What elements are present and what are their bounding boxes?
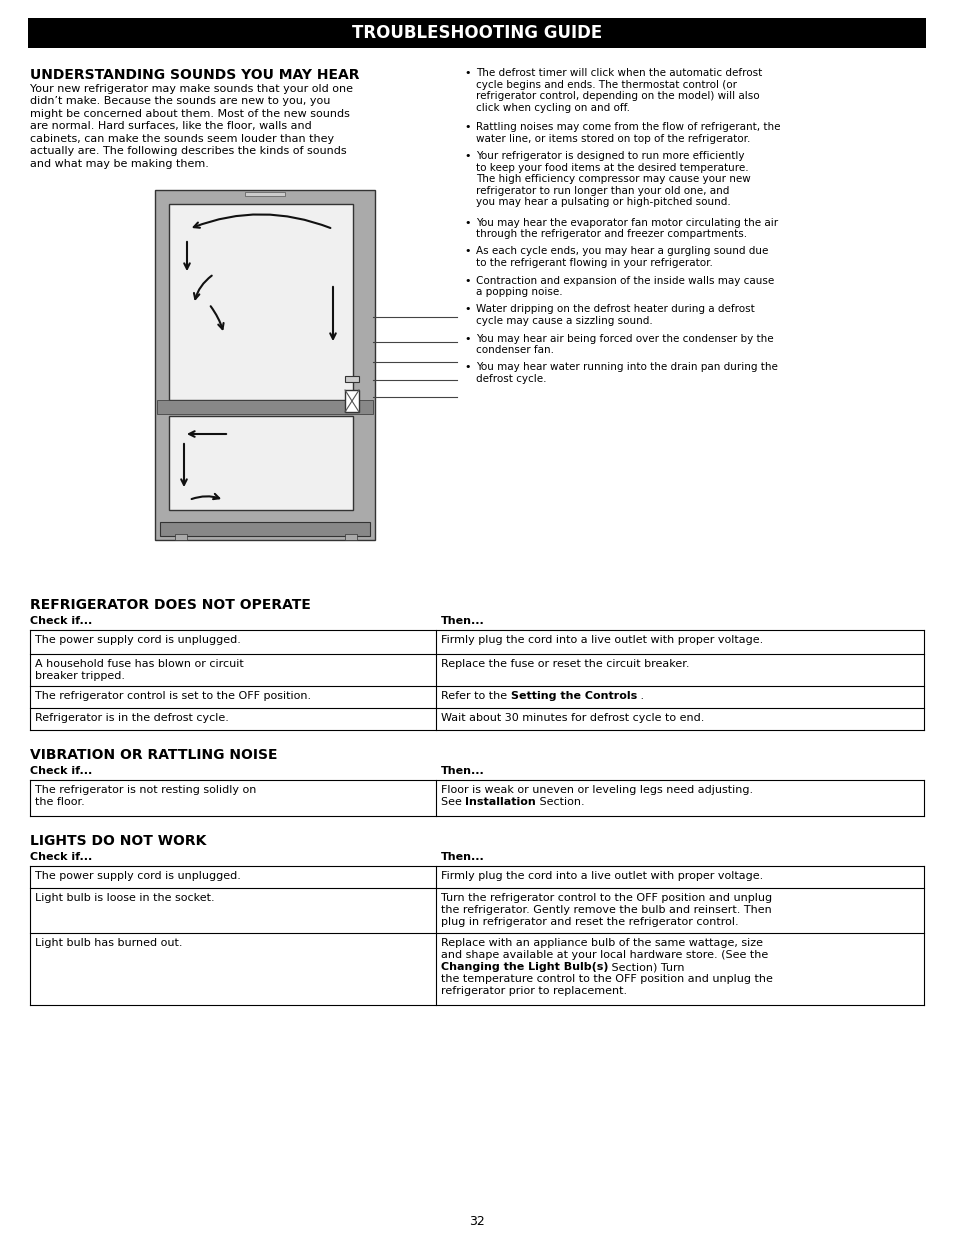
Bar <box>245 191 285 196</box>
Text: might be concerned about them. Most of the new sounds: might be concerned about them. Most of t… <box>30 109 350 119</box>
Text: Water dripping on the defrost heater during a defrost
cycle may cause a sizzling: Water dripping on the defrost heater dur… <box>476 305 754 326</box>
Text: Rattling noises may come from the flow of refrigerant, the
water line, or items : Rattling noises may come from the flow o… <box>476 122 780 143</box>
Text: LIGHTS DO NOT WORK: LIGHTS DO NOT WORK <box>30 834 206 848</box>
Bar <box>160 522 370 536</box>
Text: TROUBLESHOOTING GUIDE: TROUBLESHOOTING GUIDE <box>352 23 601 42</box>
Text: You may hear air being forced over the condenser by the
condenser fan.: You may hear air being forced over the c… <box>476 333 773 356</box>
Text: •: • <box>463 363 470 373</box>
Text: Section) Turn: Section) Turn <box>608 962 684 972</box>
Text: Check if...: Check if... <box>30 766 92 776</box>
Bar <box>169 204 353 400</box>
Text: Refrigerator is in the defrost cycle.: Refrigerator is in the defrost cycle. <box>35 713 229 722</box>
Text: Light bulb is loose in the socket.: Light bulb is loose in the socket. <box>35 893 214 903</box>
Text: The power supply cord is unplugged.: The power supply cord is unplugged. <box>35 871 240 881</box>
Text: Turn the refrigerator control to the OFF position and unplug: Turn the refrigerator control to the OFF… <box>440 893 771 903</box>
Text: Firmly plug the cord into a live outlet with proper voltage.: Firmly plug the cord into a live outlet … <box>440 871 762 881</box>
Text: You may hear the evaporator fan motor circulating the air
through the refrigerat: You may hear the evaporator fan motor ci… <box>476 217 778 240</box>
Text: You may hear water running into the drain pan during the
defrost cycle.: You may hear water running into the drai… <box>476 363 777 384</box>
Text: VIBRATION OR RATTLING NOISE: VIBRATION OR RATTLING NOISE <box>30 748 277 762</box>
Text: Refer to the: Refer to the <box>440 692 510 701</box>
Text: Your refrigerator is designed to run more efficiently
to keep your food items at: Your refrigerator is designed to run mor… <box>476 151 750 207</box>
Text: Check if...: Check if... <box>30 616 92 626</box>
Text: •: • <box>463 68 470 78</box>
Text: Then...: Then... <box>440 616 484 626</box>
Text: plug in refrigerator and reset the refrigerator control.: plug in refrigerator and reset the refri… <box>440 918 738 927</box>
Text: didn’t make. Because the sounds are new to you, you: didn’t make. Because the sounds are new … <box>30 96 330 106</box>
Text: The power supply cord is unplugged.: The power supply cord is unplugged. <box>35 635 240 645</box>
Text: .: . <box>637 692 643 701</box>
Text: UNDERSTANDING SOUNDS YOU MAY HEAR: UNDERSTANDING SOUNDS YOU MAY HEAR <box>30 68 359 82</box>
Text: The refrigerator control is set to the OFF position.: The refrigerator control is set to the O… <box>35 692 311 701</box>
Bar <box>28 19 925 48</box>
Text: •: • <box>463 247 470 257</box>
Text: See: See <box>440 797 465 806</box>
Text: breaker tripped.: breaker tripped. <box>35 671 125 680</box>
Bar <box>345 390 358 412</box>
Text: Then...: Then... <box>440 766 484 776</box>
Text: Floor is weak or uneven or leveling legs need adjusting.: Floor is weak or uneven or leveling legs… <box>440 785 752 795</box>
Text: are normal. Hard surfaces, like the floor, walls and: are normal. Hard surfaces, like the floo… <box>30 121 312 131</box>
FancyBboxPatch shape <box>154 190 375 540</box>
Bar <box>345 375 358 382</box>
Text: REFRIGERATOR DOES NOT OPERATE: REFRIGERATOR DOES NOT OPERATE <box>30 598 311 613</box>
Text: •: • <box>463 217 470 227</box>
Text: The defrost timer will click when the automatic defrost
cycle begins and ends. T: The defrost timer will click when the au… <box>476 68 761 112</box>
Text: •: • <box>463 151 470 161</box>
Text: and what may be making them.: and what may be making them. <box>30 159 209 169</box>
Bar <box>345 534 356 540</box>
Text: Wait about 30 minutes for defrost cycle to end.: Wait about 30 minutes for defrost cycle … <box>440 713 703 722</box>
Text: the temperature control to the OFF position and unplug the: the temperature control to the OFF posit… <box>440 974 772 984</box>
Text: A household fuse has blown or circuit: A household fuse has blown or circuit <box>35 659 244 669</box>
Text: 32: 32 <box>469 1215 484 1228</box>
Bar <box>174 534 187 540</box>
Text: •: • <box>463 122 470 132</box>
Text: Your new refrigerator may make sounds that your old one: Your new refrigerator may make sounds th… <box>30 84 353 94</box>
Bar <box>157 400 373 414</box>
Text: Check if...: Check if... <box>30 852 92 862</box>
Text: Firmly plug the cord into a live outlet with proper voltage.: Firmly plug the cord into a live outlet … <box>440 635 762 645</box>
Text: the floor.: the floor. <box>35 797 85 806</box>
Text: Light bulb has burned out.: Light bulb has burned out. <box>35 939 182 948</box>
Text: •: • <box>463 305 470 315</box>
Text: the refrigerator. Gently remove the bulb and reinsert. Then: the refrigerator. Gently remove the bulb… <box>440 905 771 915</box>
Text: cabinets, can make the sounds seem louder than they: cabinets, can make the sounds seem loude… <box>30 135 334 144</box>
Text: Replace the fuse or reset the circuit breaker.: Replace the fuse or reset the circuit br… <box>440 659 689 669</box>
Text: •: • <box>463 275 470 285</box>
Text: Changing the Light Bulb(s): Changing the Light Bulb(s) <box>440 962 608 972</box>
Text: •: • <box>463 333 470 343</box>
Text: Installation: Installation <box>465 797 536 806</box>
Text: Setting the Controls: Setting the Controls <box>510 692 637 701</box>
Text: Then...: Then... <box>440 852 484 862</box>
Text: refrigerator prior to replacement.: refrigerator prior to replacement. <box>440 986 626 995</box>
Bar <box>169 416 353 510</box>
Text: and shape available at your local hardware store. (See the: and shape available at your local hardwa… <box>440 950 767 960</box>
Text: Contraction and expansion of the inside walls may cause
a popping noise.: Contraction and expansion of the inside … <box>476 275 774 298</box>
Text: As each cycle ends, you may hear a gurgling sound due
to the refrigerant flowing: As each cycle ends, you may hear a gurgl… <box>476 247 767 268</box>
Text: Replace with an appliance bulb of the same wattage, size: Replace with an appliance bulb of the sa… <box>440 939 762 948</box>
Text: The refrigerator is not resting solidly on: The refrigerator is not resting solidly … <box>35 785 256 795</box>
Text: Section.: Section. <box>536 797 584 806</box>
Text: actually are. The following describes the kinds of sounds: actually are. The following describes th… <box>30 147 346 157</box>
